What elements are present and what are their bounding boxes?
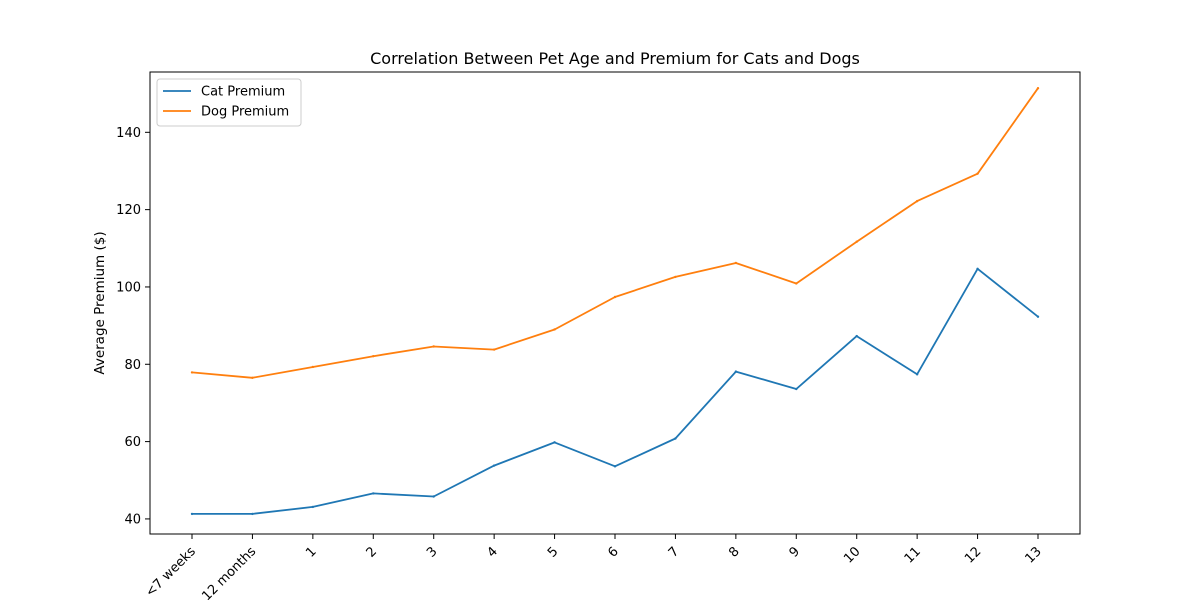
data-point xyxy=(190,371,194,374)
data-point xyxy=(372,492,375,495)
data-point xyxy=(674,437,677,440)
y-tick-label: 120 xyxy=(116,203,141,218)
data-point xyxy=(915,373,919,376)
data-point xyxy=(855,240,858,243)
data-point xyxy=(976,172,979,175)
data-point xyxy=(734,261,738,265)
y-tick-label: 80 xyxy=(124,358,141,373)
data-point xyxy=(1036,87,1040,90)
data-point xyxy=(190,512,194,516)
chart-title: Correlation Between Pet Age and Premium … xyxy=(370,49,860,68)
legend-box xyxy=(156,78,302,127)
data-point xyxy=(432,345,435,348)
y-tick-label: 40 xyxy=(124,512,141,527)
data-point xyxy=(674,275,677,279)
data-point xyxy=(795,282,798,285)
legend-label: Dog Premium xyxy=(201,105,289,120)
data-point xyxy=(492,464,496,467)
y-tick-label: 140 xyxy=(116,126,141,141)
legend-label: Cat Premium xyxy=(201,85,285,100)
data-point xyxy=(795,387,798,391)
data-point xyxy=(553,441,556,444)
data-point xyxy=(613,465,617,468)
data-point xyxy=(251,376,254,380)
legend: Cat Premium Dog Premium xyxy=(156,78,302,127)
y-tick-label: 100 xyxy=(116,280,141,295)
data-point xyxy=(492,348,496,351)
y-axis-label: Average Premium ($) xyxy=(92,231,108,374)
data-point xyxy=(372,354,375,358)
data-point xyxy=(976,267,979,270)
data-point xyxy=(613,295,617,299)
data-point xyxy=(734,370,738,373)
data-point xyxy=(915,199,919,203)
data-point xyxy=(855,334,858,338)
plot-frame xyxy=(149,71,1081,535)
data-point xyxy=(553,328,556,331)
y-tick-label: 60 xyxy=(124,435,141,450)
data-point xyxy=(311,365,315,369)
data-point xyxy=(432,495,435,498)
data-point xyxy=(1036,315,1040,318)
data-point xyxy=(251,512,254,516)
data-point xyxy=(311,505,315,509)
